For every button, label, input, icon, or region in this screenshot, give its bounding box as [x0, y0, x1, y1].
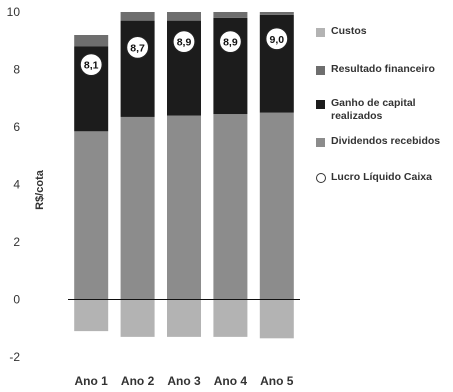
y-tick-label: 6: [13, 120, 20, 134]
bar-segment-custos: [167, 299, 201, 337]
x-category-label: Ano 1: [75, 374, 109, 388]
bar-segment-dividendos-recebidos: [167, 115, 201, 300]
legend-swatch-ganho-de-capital: [316, 100, 325, 109]
lucro-liquido-label: 8,1: [84, 60, 99, 72]
legend-label-lucro-liquido-caixa: Lucro Líquido Caixa: [331, 171, 432, 183]
legend-swatch-resultado-financeiro: [316, 66, 325, 75]
x-category-label: Ano 4: [214, 374, 248, 388]
legend-label-resultado-financeiro: Resultado financeiro: [331, 63, 435, 75]
bar-segment-resultado-financeiro: [167, 12, 201, 21]
legend-swatch-dividendos-recebidos: [316, 138, 325, 147]
bar-segment-resultado-financeiro: [213, 12, 248, 18]
lucro-liquido-point: [126, 35, 150, 59]
bar-segment-resultado-financeiro: [259, 12, 294, 15]
bar-segment-custos: [213, 299, 248, 337]
legend-swatch-lucro-liquido-caixa: [316, 173, 326, 183]
x-category-label: Ano 5: [260, 374, 294, 388]
bar-segment-dividendos-recebidos: [213, 114, 248, 300]
bar-segment-custos: [74, 299, 109, 332]
legend-swatch-custos: [316, 28, 325, 37]
y-tick-label: 0: [13, 293, 20, 307]
y-tick-label: 8: [13, 63, 20, 77]
lucro-liquido-point: [172, 30, 196, 54]
y-tick-label: 4: [13, 178, 20, 192]
bar-segment-custos: [120, 299, 155, 337]
legend-label-ganho-de-capital: Ganho de capital realizados: [331, 97, 416, 122]
y-tick-label: 2: [13, 235, 20, 249]
lucro-liquido-label: 9,0: [269, 34, 284, 46]
lucro-liquido-label: 8,9: [177, 37, 192, 49]
y-tick-label: -2: [9, 350, 20, 364]
y-tick-label: 10: [7, 5, 21, 19]
bar-segment-custos: [259, 299, 294, 339]
bar-segment-dividendos-recebidos: [120, 116, 155, 300]
x-category-label: Ano 2: [121, 374, 155, 388]
y-axis-label: R$/cota: [34, 169, 46, 210]
lucro-liquido-point: [218, 30, 242, 54]
legend-label-dividendos-recebidos: Dividendos recebidos: [331, 135, 441, 147]
legend-label-custos: Custos: [331, 25, 367, 37]
x-category-label: Ano 3: [167, 374, 201, 388]
bar-segment-resultado-financeiro: [74, 35, 109, 47]
lucro-liquido-point: [265, 27, 289, 51]
bar-segment-dividendos-recebidos: [74, 131, 109, 300]
lucro-liquido-label: 8,9: [223, 37, 238, 49]
bar-segment-resultado-financeiro: [120, 12, 155, 21]
bar-segment-ganho-de-capital-realizados: [120, 20, 155, 117]
bar-segment-dividendos-recebidos: [259, 112, 294, 300]
lucro-liquido-label: 8,7: [130, 42, 145, 54]
lucro-liquido-point: [79, 53, 103, 77]
